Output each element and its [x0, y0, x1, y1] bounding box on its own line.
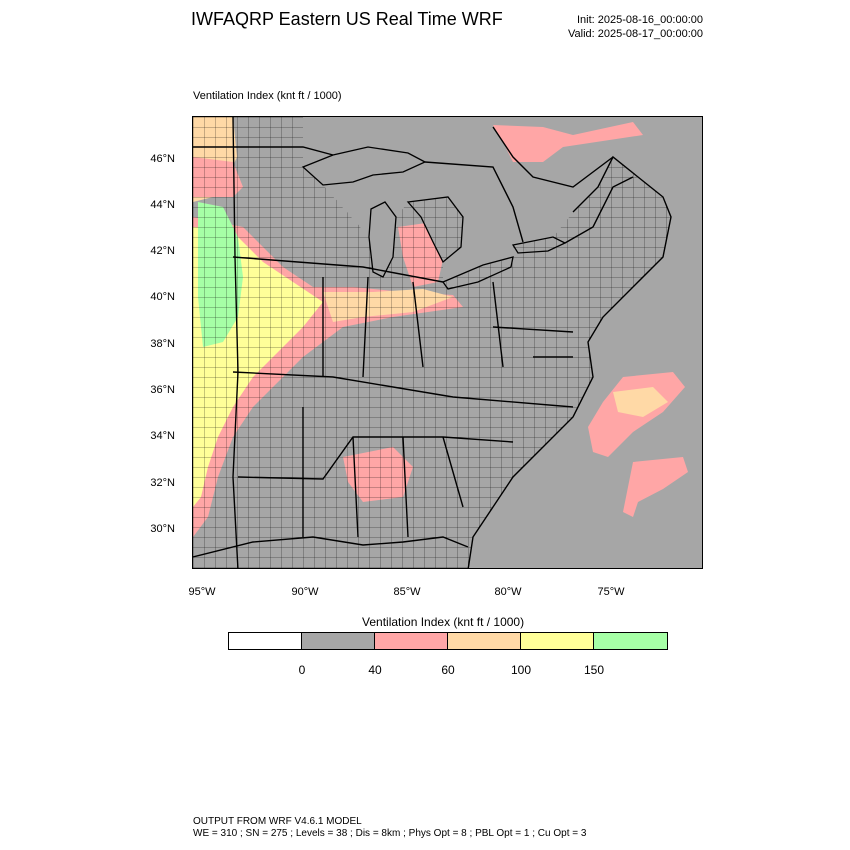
map-panel: [192, 116, 703, 569]
colorbar-title: Ventilation Index (knt ft / 1000): [362, 615, 525, 629]
state-line-6: [302, 407, 464, 538]
lat-label: 44°N: [150, 199, 175, 211]
us-canada-border: [193, 146, 634, 244]
vi-40-60-canada: [493, 122, 643, 162]
colorbar-swatch: [594, 633, 667, 649]
colorbar: [228, 632, 668, 650]
east-coastline: [467, 155, 672, 568]
init-time: Init: 2025-08-16_00:00:00: [577, 14, 703, 26]
state-line-7: [492, 281, 574, 368]
boundaries: [193, 117, 672, 568]
colorbar-swatch: [448, 633, 521, 649]
gulf-coastline: [193, 536, 469, 558]
lat-label: 30°N: [150, 523, 175, 535]
lat-label: 32°N: [150, 477, 175, 489]
lat-label: 38°N: [150, 338, 175, 350]
land-counties: [193, 117, 671, 568]
plot-title: IWFAQRP Eastern US Real Time WRF: [191, 9, 503, 29]
lon-label: 95°W: [188, 586, 216, 598]
colorbar-label: 0: [298, 663, 306, 677]
lake-superior: [301, 146, 427, 186]
colorbar-label: 100: [510, 663, 532, 677]
lat-label: 40°N: [150, 291, 175, 303]
lat-label: 46°N: [150, 153, 175, 165]
colorbar-swatch: [521, 633, 594, 649]
map-canvas: [193, 117, 702, 568]
lon-label: 85°W: [393, 586, 421, 598]
vi-40-60-atlantic-s: [623, 457, 688, 517]
colorbar-swatch: [302, 633, 375, 649]
lat-label: 36°N: [150, 384, 175, 396]
vi-60-100-atlantic: [613, 387, 668, 417]
valid-time: Valid: 2025-08-17_00:00:00: [568, 28, 703, 40]
lon-label: 75°W: [597, 586, 625, 598]
canada-shore: [492, 126, 614, 188]
state-line-2: [232, 256, 444, 283]
lon-label: 80°W: [494, 586, 522, 598]
state-line-5: [322, 276, 424, 378]
colorbar-label: 150: [583, 663, 605, 677]
model-footer: OUTPUT FROM WRF V4.6.1 MODEL WE = 310 ; …: [193, 816, 586, 840]
lat-label: 34°N: [150, 430, 175, 442]
colorbar-swatch: [229, 633, 302, 649]
colorbar-label: 60: [441, 663, 455, 677]
colorbar-swatch: [375, 633, 448, 649]
field-label: Ventilation Index (knt ft / 1000): [193, 90, 342, 102]
footer-line-1: OUTPUT FROM WRF V4.6.1 MODEL: [193, 816, 362, 827]
footer-line-2: WE = 310 ; SN = 275 ; Levels = 38 ; Dis …: [193, 828, 587, 839]
state-line-3: [232, 371, 574, 408]
colorbar-label: 40: [368, 663, 382, 677]
init-valid-block: Init: 2025-08-16_00:00:00 Valid: 2025-08…: [568, 13, 703, 41]
lon-label: 90°W: [291, 586, 319, 598]
lat-label: 42°N: [150, 245, 175, 257]
